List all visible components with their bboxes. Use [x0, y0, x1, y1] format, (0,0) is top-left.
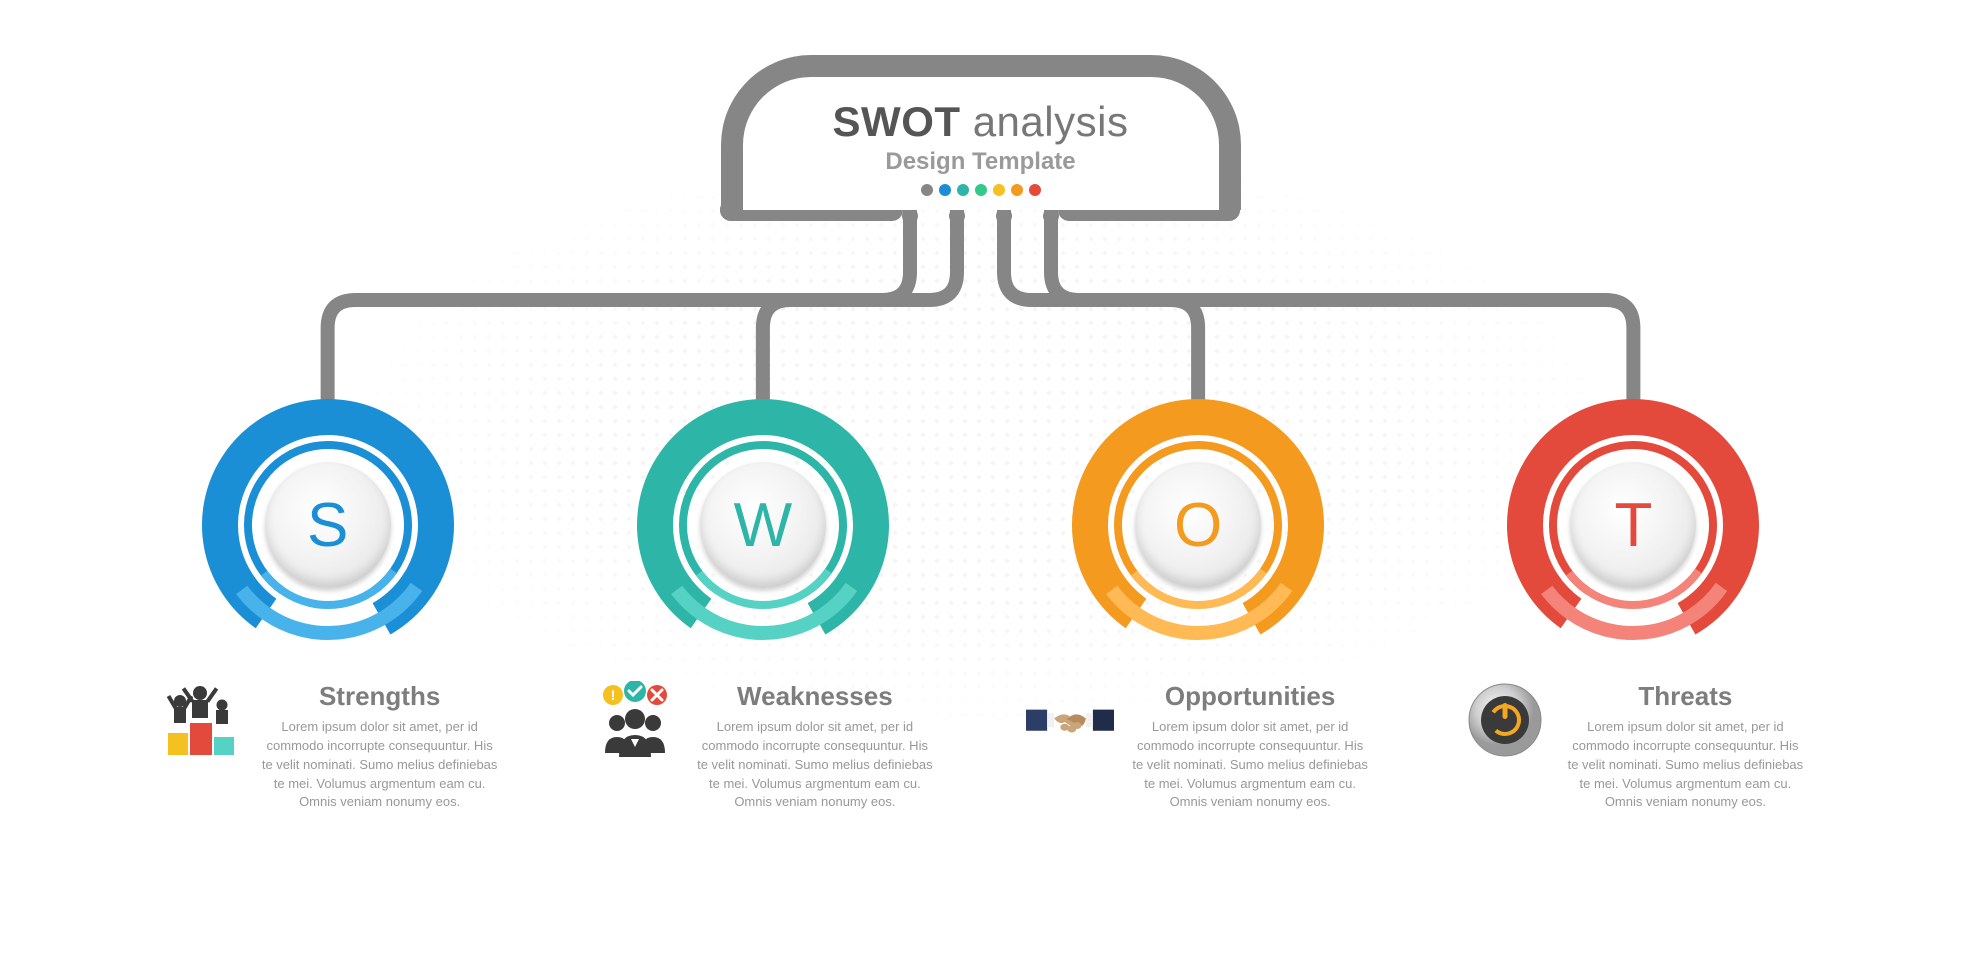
title-dot	[1011, 184, 1023, 196]
title-dot	[939, 184, 951, 196]
letter-button-o: O	[1135, 462, 1261, 588]
ring-o: O	[1068, 395, 1328, 655]
caption-w: ! Weaknesses Lorem ipsum dolor sit amet,…	[583, 681, 943, 812]
page-title: SWOT analysis	[833, 98, 1129, 146]
letter-button-s: S	[265, 462, 391, 588]
swot-nodes-row: S Strengths Lorem ipsum dolor sit amet, …	[0, 395, 1961, 812]
caption-text: Strengths Lorem ipsum dolor sit amet, pe…	[260, 681, 500, 812]
letter-button-t: T	[1570, 462, 1696, 588]
swot-letter: O	[1174, 490, 1222, 561]
caption-text: Threats Lorem ipsum dolor sit amet, per …	[1565, 681, 1805, 812]
ring-s: S	[198, 395, 458, 655]
caption-text: Weaknesses Lorem ipsum dolor sit amet, p…	[695, 681, 935, 812]
swot-letter: T	[1614, 490, 1652, 561]
caption-s: Strengths Lorem ipsum dolor sit amet, pe…	[148, 681, 508, 812]
ring-w: W	[633, 395, 893, 655]
swot-node-strengths: S Strengths Lorem ipsum dolor sit amet, …	[148, 395, 508, 812]
caption-o: Opportunities Lorem ipsum dolor sit amet…	[1018, 681, 1378, 812]
title-capsule: SWOT analysis Design Template	[721, 55, 1241, 210]
title-rest: analysis	[961, 98, 1129, 145]
podium-icon	[156, 681, 244, 759]
swot-node-opportunities: O Opportunities Lorem ipsum dolor sit am…	[1018, 395, 1378, 812]
caption-text: Opportunities Lorem ipsum dolor sit amet…	[1130, 681, 1370, 812]
node-heading: Strengths	[260, 681, 500, 712]
node-body: Lorem ipsum dolor sit amet, per id commo…	[260, 718, 500, 812]
node-heading: Weaknesses	[695, 681, 935, 712]
title-dot	[957, 184, 969, 196]
title-dot	[993, 184, 1005, 196]
title-accent-dots	[921, 184, 1041, 196]
swot-node-threats: T Threats Lorem ipsum dolor sit amet, pe…	[1453, 395, 1813, 812]
title-bold: SWOT	[833, 98, 961, 145]
node-body: Lorem ipsum dolor sit amet, per id commo…	[1565, 718, 1805, 812]
node-heading: Opportunities	[1130, 681, 1370, 712]
title-dot	[975, 184, 987, 196]
handshake-icon	[1026, 681, 1114, 759]
caption-t: Threats Lorem ipsum dolor sit amet, per …	[1453, 681, 1813, 812]
power-icon	[1461, 681, 1549, 759]
node-body: Lorem ipsum dolor sit amet, per id commo…	[1130, 718, 1370, 812]
ring-t: T	[1503, 395, 1763, 655]
node-heading: Threats	[1565, 681, 1805, 712]
title-dot	[1029, 184, 1041, 196]
team-check-icon: !	[591, 681, 679, 759]
swot-letter: W	[734, 490, 793, 561]
node-body: Lorem ipsum dolor sit amet, per id commo…	[695, 718, 935, 812]
diagram-stage: SWOT analysis Design Template S	[0, 0, 1961, 980]
swot-node-weaknesses: W ! Weaknesses Lorem ipsum dolor sit ame…	[583, 395, 943, 812]
page-subtitle: Design Template	[885, 148, 1075, 176]
swot-letter: S	[307, 490, 348, 561]
svg-text:!: !	[611, 687, 616, 703]
letter-button-w: W	[700, 462, 826, 588]
title-dot	[921, 184, 933, 196]
